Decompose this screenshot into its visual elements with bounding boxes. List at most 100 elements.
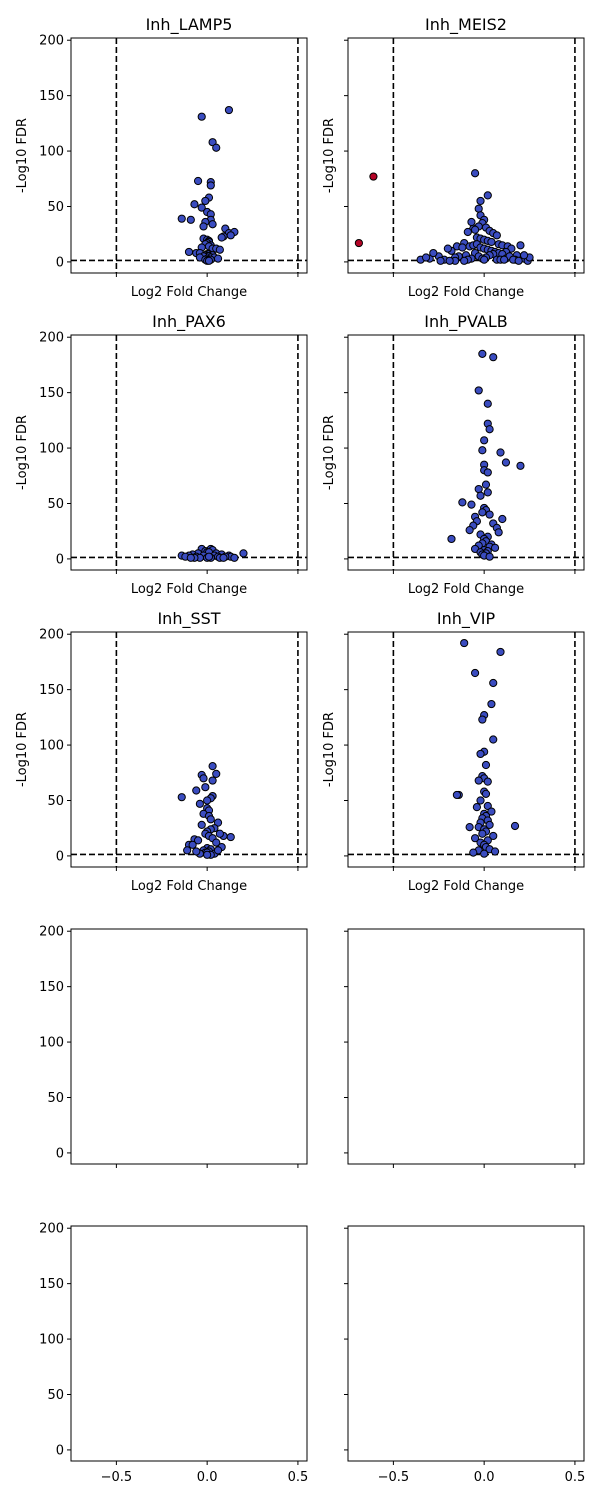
data-point (224, 105, 234, 115)
data-point (465, 822, 474, 832)
data-point (489, 678, 498, 688)
data-point (445, 256, 454, 265)
y-tick-label: 200 (39, 628, 64, 643)
x-tick-label: −0.5 (101, 1470, 133, 1485)
y-tick-label: 150 (39, 386, 64, 401)
data-point (199, 774, 208, 783)
data-point (212, 769, 221, 778)
data-point (206, 815, 215, 824)
data-point (201, 783, 210, 792)
y-tick-label: 150 (39, 89, 64, 104)
y-tick-label: 200 (39, 331, 64, 346)
x-tick-label: 0.0 (197, 1470, 218, 1485)
y-tick-label: 200 (39, 925, 64, 940)
data-point (492, 231, 501, 240)
panel-6: Inh_VIP Log2 Fold Change -Log10 FDR (322, 609, 585, 894)
data-point (467, 217, 476, 227)
data-point (474, 484, 483, 494)
axes-frame (70, 37, 308, 274)
data-point (208, 138, 217, 147)
data-point (193, 176, 203, 186)
y-tick-label: 0 (56, 849, 64, 864)
data-point (487, 807, 496, 816)
data-points (452, 638, 520, 858)
panel-8 (344, 928, 585, 1168)
data-point (483, 191, 492, 200)
y-tick-label: 50 (47, 794, 64, 809)
data-point (478, 829, 487, 838)
data-point (490, 543, 500, 552)
data-point (465, 525, 474, 535)
data-point (460, 256, 469, 265)
axes-frame (347, 334, 585, 571)
panel-title: Inh_PVALB (424, 312, 507, 332)
data-point (201, 196, 210, 206)
x-tick-label: −0.5 (378, 1470, 410, 1485)
data-point (443, 244, 452, 253)
panel-2: Inh_MEIS2 Log2 Fold Change -Log10 FDR (322, 15, 585, 300)
data-point (519, 251, 529, 260)
data-point (467, 500, 476, 509)
axes-frame (347, 928, 585, 1165)
data-point (213, 846, 223, 855)
y-axis-label: -Log10 FDR (322, 118, 337, 193)
y-tick-label: 50 (47, 1091, 64, 1106)
data-point (476, 196, 485, 206)
x-axis-label: Log2 Fold Change (131, 582, 247, 597)
y-tick-label: 100 (39, 1036, 64, 1051)
data-point (212, 143, 221, 152)
panel-9: 0 50 100 150 200 −0.5 0.0 0.5 (39, 1222, 308, 1485)
data-point (197, 203, 206, 212)
y-axis-label: -Log10 FDR (15, 415, 30, 490)
y-tick-label: 150 (39, 980, 64, 995)
data-point (177, 214, 186, 223)
data-point (474, 776, 483, 785)
panel-5: Inh_SST 0 50 100 150 200 Log2 Fold Change -Log1… (15, 609, 308, 894)
data-point (215, 245, 224, 254)
data-point (429, 248, 438, 258)
data-point (516, 461, 525, 470)
data-point (510, 821, 520, 831)
data-points (177, 544, 248, 562)
data-point (204, 552, 214, 561)
data-point (470, 169, 480, 178)
axes-frame (347, 631, 585, 868)
data-point (480, 436, 489, 445)
data-point (369, 172, 378, 181)
data-point (192, 847, 201, 856)
data-point (483, 468, 492, 477)
axes-frame (347, 37, 585, 274)
axes-frame (70, 928, 308, 1165)
y-tick-label: 200 (39, 1222, 64, 1237)
data-points (354, 169, 534, 265)
data-point (498, 514, 507, 524)
x-axis-label: Log2 Fold Change (131, 285, 247, 300)
data-point (230, 553, 239, 562)
data-point (206, 181, 215, 190)
y-tick-label: 200 (39, 34, 64, 49)
data-points (177, 105, 239, 265)
data-point (487, 699, 496, 709)
data-point (458, 498, 467, 507)
data-point (481, 789, 491, 798)
data-point (485, 425, 494, 434)
data-point (490, 847, 500, 856)
data-point (494, 528, 503, 537)
y-tick-label: 150 (39, 1277, 64, 1292)
data-point (516, 241, 525, 250)
data-point (483, 777, 492, 786)
data-point (501, 458, 511, 467)
data-point (478, 508, 487, 517)
data-point (192, 786, 201, 795)
y-tick-label: 150 (39, 683, 64, 698)
axes-frame (347, 1225, 585, 1462)
data-points (177, 762, 235, 859)
y-tick-label: 100 (39, 739, 64, 754)
data-point (421, 253, 431, 262)
data-point (483, 801, 492, 811)
data-point (213, 254, 223, 263)
data-point (219, 553, 228, 562)
data-point (452, 790, 462, 800)
data-point (485, 552, 494, 561)
axes-frame (70, 1225, 308, 1462)
